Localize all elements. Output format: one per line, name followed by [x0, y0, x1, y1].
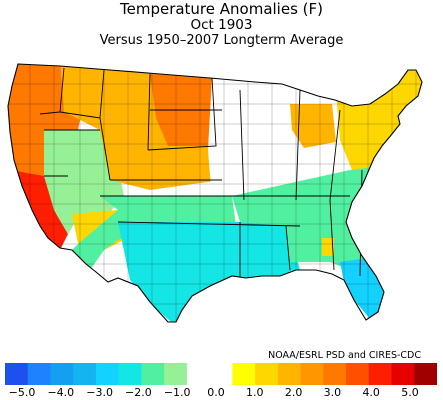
legend-tick-label: 5.0	[401, 386, 419, 399]
map-period: Oct 1903	[190, 17, 253, 33]
legend-tick-label: −2.0	[125, 386, 152, 399]
region-texas-plains	[118, 222, 300, 322]
region-california-south	[10, 170, 68, 250]
legend-swatch	[118, 363, 142, 385]
legend-swatch	[164, 363, 188, 385]
state-boundaries	[39, 67, 363, 280]
us-anomaly-map	[7, 63, 423, 323]
legend-swatch	[391, 363, 415, 385]
legend-tick-label: 1.0	[246, 386, 264, 399]
legend-swatch	[209, 363, 233, 385]
map-comparison: Versus 1950–2007 Longterm Average	[99, 33, 344, 48]
legend-tick-label: 2.0	[284, 386, 303, 399]
map-title: Temperature Anomalies (F)	[119, 0, 323, 18]
color-legend-bar	[5, 363, 437, 385]
legend-tick-label: 3.0	[323, 386, 342, 399]
legend-tick-label: −4.0	[47, 386, 75, 399]
legend-swatch	[50, 363, 74, 385]
region-southwest	[72, 196, 236, 270]
legend-tick-label: 0.0	[207, 386, 225, 399]
legend-tick-label: −1.0	[163, 386, 191, 399]
legend-swatch	[368, 363, 392, 385]
legend-swatch	[5, 363, 29, 385]
legend-tick-label: −5.0	[8, 386, 36, 399]
region-ohio-valley-warm	[302, 112, 322, 140]
legend-swatch	[414, 363, 437, 385]
region-mississippi-warm	[322, 238, 334, 256]
legend-swatch	[323, 363, 347, 385]
legend-swatch	[73, 363, 97, 385]
legend-swatch	[255, 363, 279, 385]
us-outline	[7, 63, 423, 323]
legend-tick-label: −3.0	[86, 386, 113, 399]
legend-swatch	[95, 363, 120, 385]
legend-swatch	[277, 363, 301, 385]
legend-tick-label: 4.0	[362, 386, 380, 399]
data-source-credit: NOAA/ESRL PSD and CIRES-CDC	[268, 350, 421, 361]
legend-swatch	[141, 363, 165, 385]
legend-swatch	[186, 363, 211, 385]
legend-swatch	[346, 363, 370, 385]
legend-swatch	[232, 363, 256, 385]
legend-swatch	[300, 363, 324, 385]
legend-swatch	[27, 363, 51, 385]
